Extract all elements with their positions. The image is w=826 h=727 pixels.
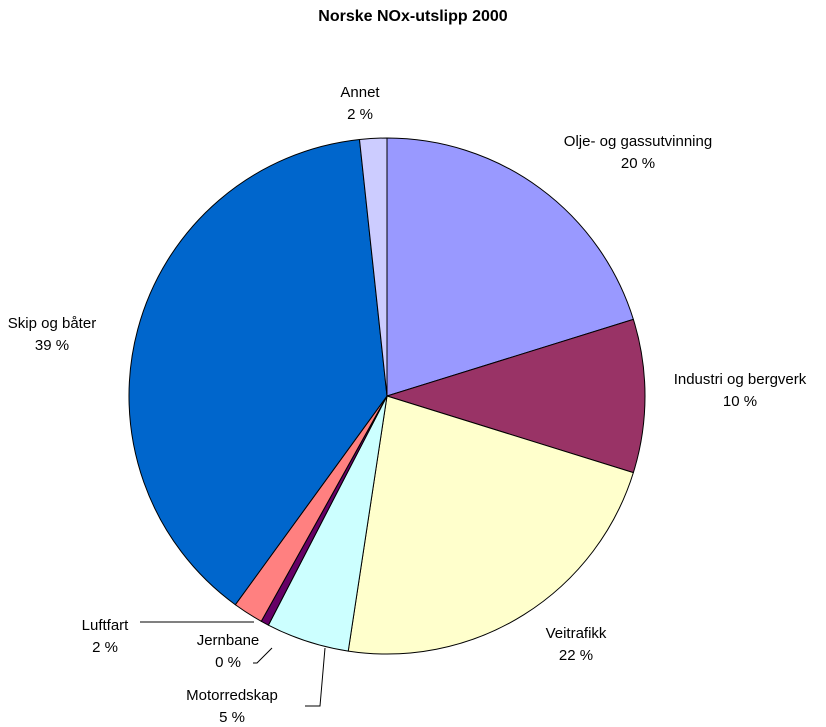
- slice-label: Olje- og gassutvinning: [564, 133, 712, 150]
- leader-lines: [140, 621, 326, 707]
- slice-percent-label: 39 %: [35, 337, 69, 354]
- slice-percent-label: 22 %: [559, 647, 593, 664]
- slice-percent-label: 0 %: [215, 654, 241, 671]
- slice-label: Skip og båter: [8, 315, 96, 332]
- leader-line: [253, 647, 273, 664]
- slice-label: Veitrafikk: [546, 625, 607, 642]
- pie-slice-skip-og-b-ter: [128, 138, 388, 606]
- slice-percent-label: 20 %: [621, 155, 655, 172]
- pie-slice-veitrafikk: [347, 395, 634, 655]
- slice-label: Jernbane: [197, 632, 260, 649]
- pie-slice-annet: [358, 137, 388, 397]
- slice-label: Industri og bergverk: [674, 371, 807, 388]
- chart-title: Norske NOx-utslipp 2000: [318, 8, 508, 25]
- pie-slice-industri-og-bergverk: [386, 318, 646, 474]
- slice-percent-label: 10 %: [723, 393, 757, 410]
- slice-label: Luftfart: [82, 617, 130, 634]
- slice-percent-label: 5 %: [219, 709, 245, 726]
- slice-label: Motorredskap: [186, 687, 278, 704]
- pie-slices: [128, 137, 646, 655]
- slice-percent-label: 2 %: [347, 106, 373, 123]
- slice-labels: Olje- og gassutvinning 20 % Industri og be…: [8, 84, 807, 726]
- pie-slice-olje-og-gassutvinning: [386, 137, 634, 397]
- slice-percent-label: 2 %: [92, 639, 118, 656]
- leader-line: [305, 647, 326, 707]
- slice-label: Annet: [340, 84, 380, 101]
